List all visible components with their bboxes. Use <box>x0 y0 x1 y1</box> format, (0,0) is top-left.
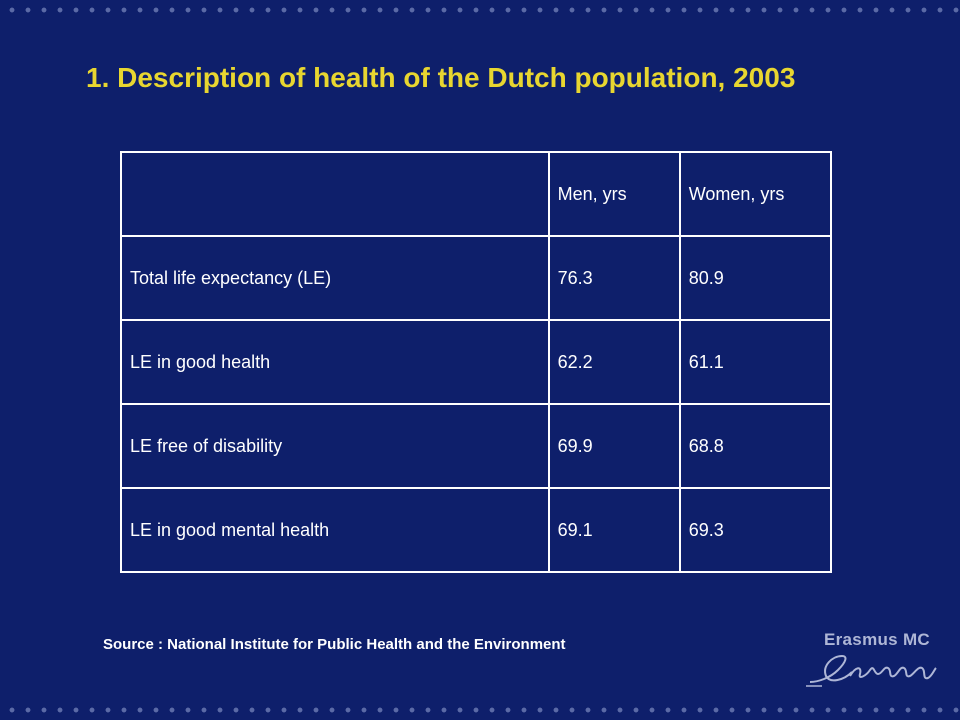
health-table: Men, yrs Women, yrs Total life expectanc… <box>120 151 833 573</box>
slide-title: 1. Description of health of the Dutch po… <box>86 62 796 93</box>
men-value: 69.1 <box>547 487 681 573</box>
women-value: 80.9 <box>678 235 833 321</box>
table-row: LE in good health 62.2 61.1 <box>120 319 833 405</box>
erasmus-signature-icon <box>806 654 937 687</box>
table-header-row: Men, yrs Women, yrs <box>120 151 833 237</box>
source-note: Source : National Institute for Public H… <box>103 636 566 653</box>
women-value: 61.1 <box>678 319 833 405</box>
top-dot-border <box>0 6 960 14</box>
bottom-dot-border <box>0 706 960 714</box>
row-label: LE in good health <box>120 319 550 405</box>
table-row: LE in good mental health 69.1 69.3 <box>120 487 833 573</box>
row-label: LE in good mental health <box>120 487 550 573</box>
women-value: 69.3 <box>678 487 833 573</box>
header-cell-women: Women, yrs <box>678 151 833 237</box>
men-value: 69.9 <box>547 403 681 489</box>
men-value: 76.3 <box>547 235 681 321</box>
header-cell-empty <box>120 151 550 237</box>
table-row: LE free of disability 69.9 68.8 <box>120 403 833 489</box>
header-cell-men: Men, yrs <box>547 151 681 237</box>
row-label: LE free of disability <box>120 403 550 489</box>
men-value: 62.2 <box>547 319 681 405</box>
erasmus-mc-logo: Erasmus MC <box>804 628 944 692</box>
row-label: Total life expectancy (LE) <box>120 235 550 321</box>
women-value: 68.8 <box>678 403 833 489</box>
table-row: Total life expectancy (LE) 76.3 80.9 <box>120 235 833 321</box>
logo-wordmark: Erasmus MC <box>824 630 930 649</box>
